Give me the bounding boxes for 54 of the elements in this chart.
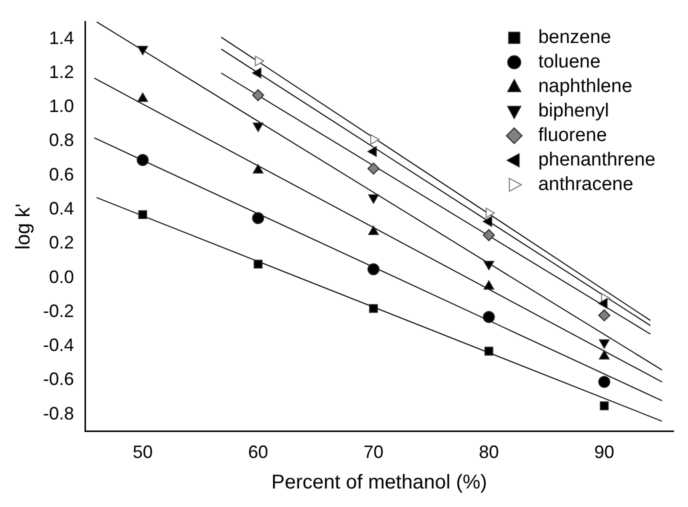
point xyxy=(598,376,610,388)
point xyxy=(254,56,264,66)
y-tick-label: 1.2 xyxy=(48,62,74,82)
point xyxy=(252,122,264,132)
point xyxy=(484,346,494,356)
point xyxy=(136,154,149,166)
y-tick-label: 0.4 xyxy=(48,198,74,218)
x-tick-label: 80 xyxy=(478,442,499,462)
y-tick-label: -0.2 xyxy=(42,300,74,321)
point xyxy=(482,311,495,324)
point xyxy=(367,263,380,276)
point xyxy=(599,350,610,360)
point xyxy=(482,229,495,242)
point xyxy=(482,216,492,227)
legend-label: fluorene xyxy=(538,125,607,146)
point xyxy=(598,298,608,309)
legend-label: phenanthrene xyxy=(538,150,656,171)
point xyxy=(370,134,380,145)
legend-label: anthracene xyxy=(538,174,634,196)
y-tick-label: 0.8 xyxy=(48,130,74,150)
point xyxy=(484,260,494,270)
point xyxy=(138,210,148,220)
y-tick-label: -0.6 xyxy=(42,369,74,390)
point xyxy=(254,260,262,269)
x-tick-label: 50 xyxy=(132,442,153,462)
point xyxy=(369,304,378,313)
point xyxy=(486,208,495,218)
y-tick-label: 0.2 xyxy=(48,232,74,253)
x-tick-label: 90 xyxy=(594,442,614,462)
point xyxy=(598,309,610,322)
point xyxy=(484,280,494,290)
point xyxy=(252,89,264,102)
y-tick-label: 0.0 xyxy=(48,266,74,287)
point xyxy=(368,194,379,204)
legend-label: toluene xyxy=(538,52,601,73)
y-tick-label: 1.4 xyxy=(48,28,74,48)
legend-label: naphthlene xyxy=(538,76,632,98)
x-axis-title: Percent of methanol (%) xyxy=(271,472,488,494)
y-tick-label: -0.8 xyxy=(42,403,74,424)
y-tick-label: 0.6 xyxy=(48,164,74,184)
point xyxy=(367,146,377,157)
x-tick-label: 60 xyxy=(248,442,268,462)
y-tick-label: 1.0 xyxy=(48,96,74,116)
point xyxy=(367,162,380,175)
y-tick-label: -0.4 xyxy=(42,335,74,356)
point xyxy=(252,68,262,78)
x-tick-label: 70 xyxy=(363,442,384,462)
legend-label: benzene xyxy=(538,27,612,48)
point xyxy=(600,401,609,410)
legend-label: biphenyl xyxy=(538,100,610,122)
point xyxy=(137,46,148,56)
point xyxy=(252,212,264,224)
y-axis-title: log k' xyxy=(12,204,35,250)
point xyxy=(599,339,610,349)
